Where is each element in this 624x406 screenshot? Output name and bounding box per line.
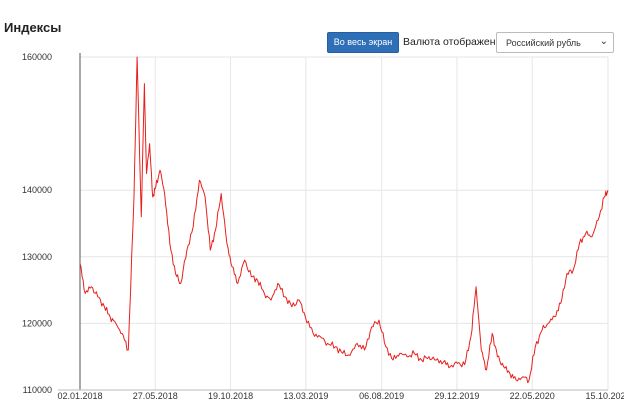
chart-grid: [58, 53, 609, 391]
x-tick-label: 02.01.2018: [57, 391, 102, 401]
y-tick-label: 110000: [23, 385, 52, 395]
y-axis: 160000 140000 130000 120000 110000: [22, 52, 52, 395]
currency-select[interactable]: Российский рубль ⌄: [496, 32, 614, 53]
currency-select-value: Российский рубль: [506, 38, 581, 48]
x-tick-label: 29.12.2019: [434, 391, 479, 401]
chevron-down-icon: ⌄: [599, 36, 608, 47]
page-title: Индексы: [4, 20, 62, 35]
y-tick-label: 130000: [22, 252, 52, 262]
y-tick-label: 120000: [22, 318, 52, 328]
series-group: [79, 56, 609, 384]
index-series-line: [79, 56, 609, 384]
x-tick-label: 15.10.2020: [585, 391, 624, 401]
x-tick-label: 22.05.2020: [510, 391, 555, 401]
currency-label: Валюта отображения: [403, 36, 508, 48]
fullscreen-button[interactable]: Во весь экран: [327, 32, 399, 53]
x-axis: 02.01.2018 27.05.2018 19.10.2018 13.03.2019…: [57, 391, 624, 401]
x-tick-label: 06.08.2019: [359, 391, 404, 401]
y-tick-label: 140000: [22, 185, 52, 195]
x-tick-label: 19.10.2018: [208, 391, 253, 401]
x-tick-label: 13.03.2019: [283, 391, 328, 401]
x-tick-label: 27.05.2018: [133, 391, 178, 401]
y-tick-label: 160000: [22, 52, 52, 62]
